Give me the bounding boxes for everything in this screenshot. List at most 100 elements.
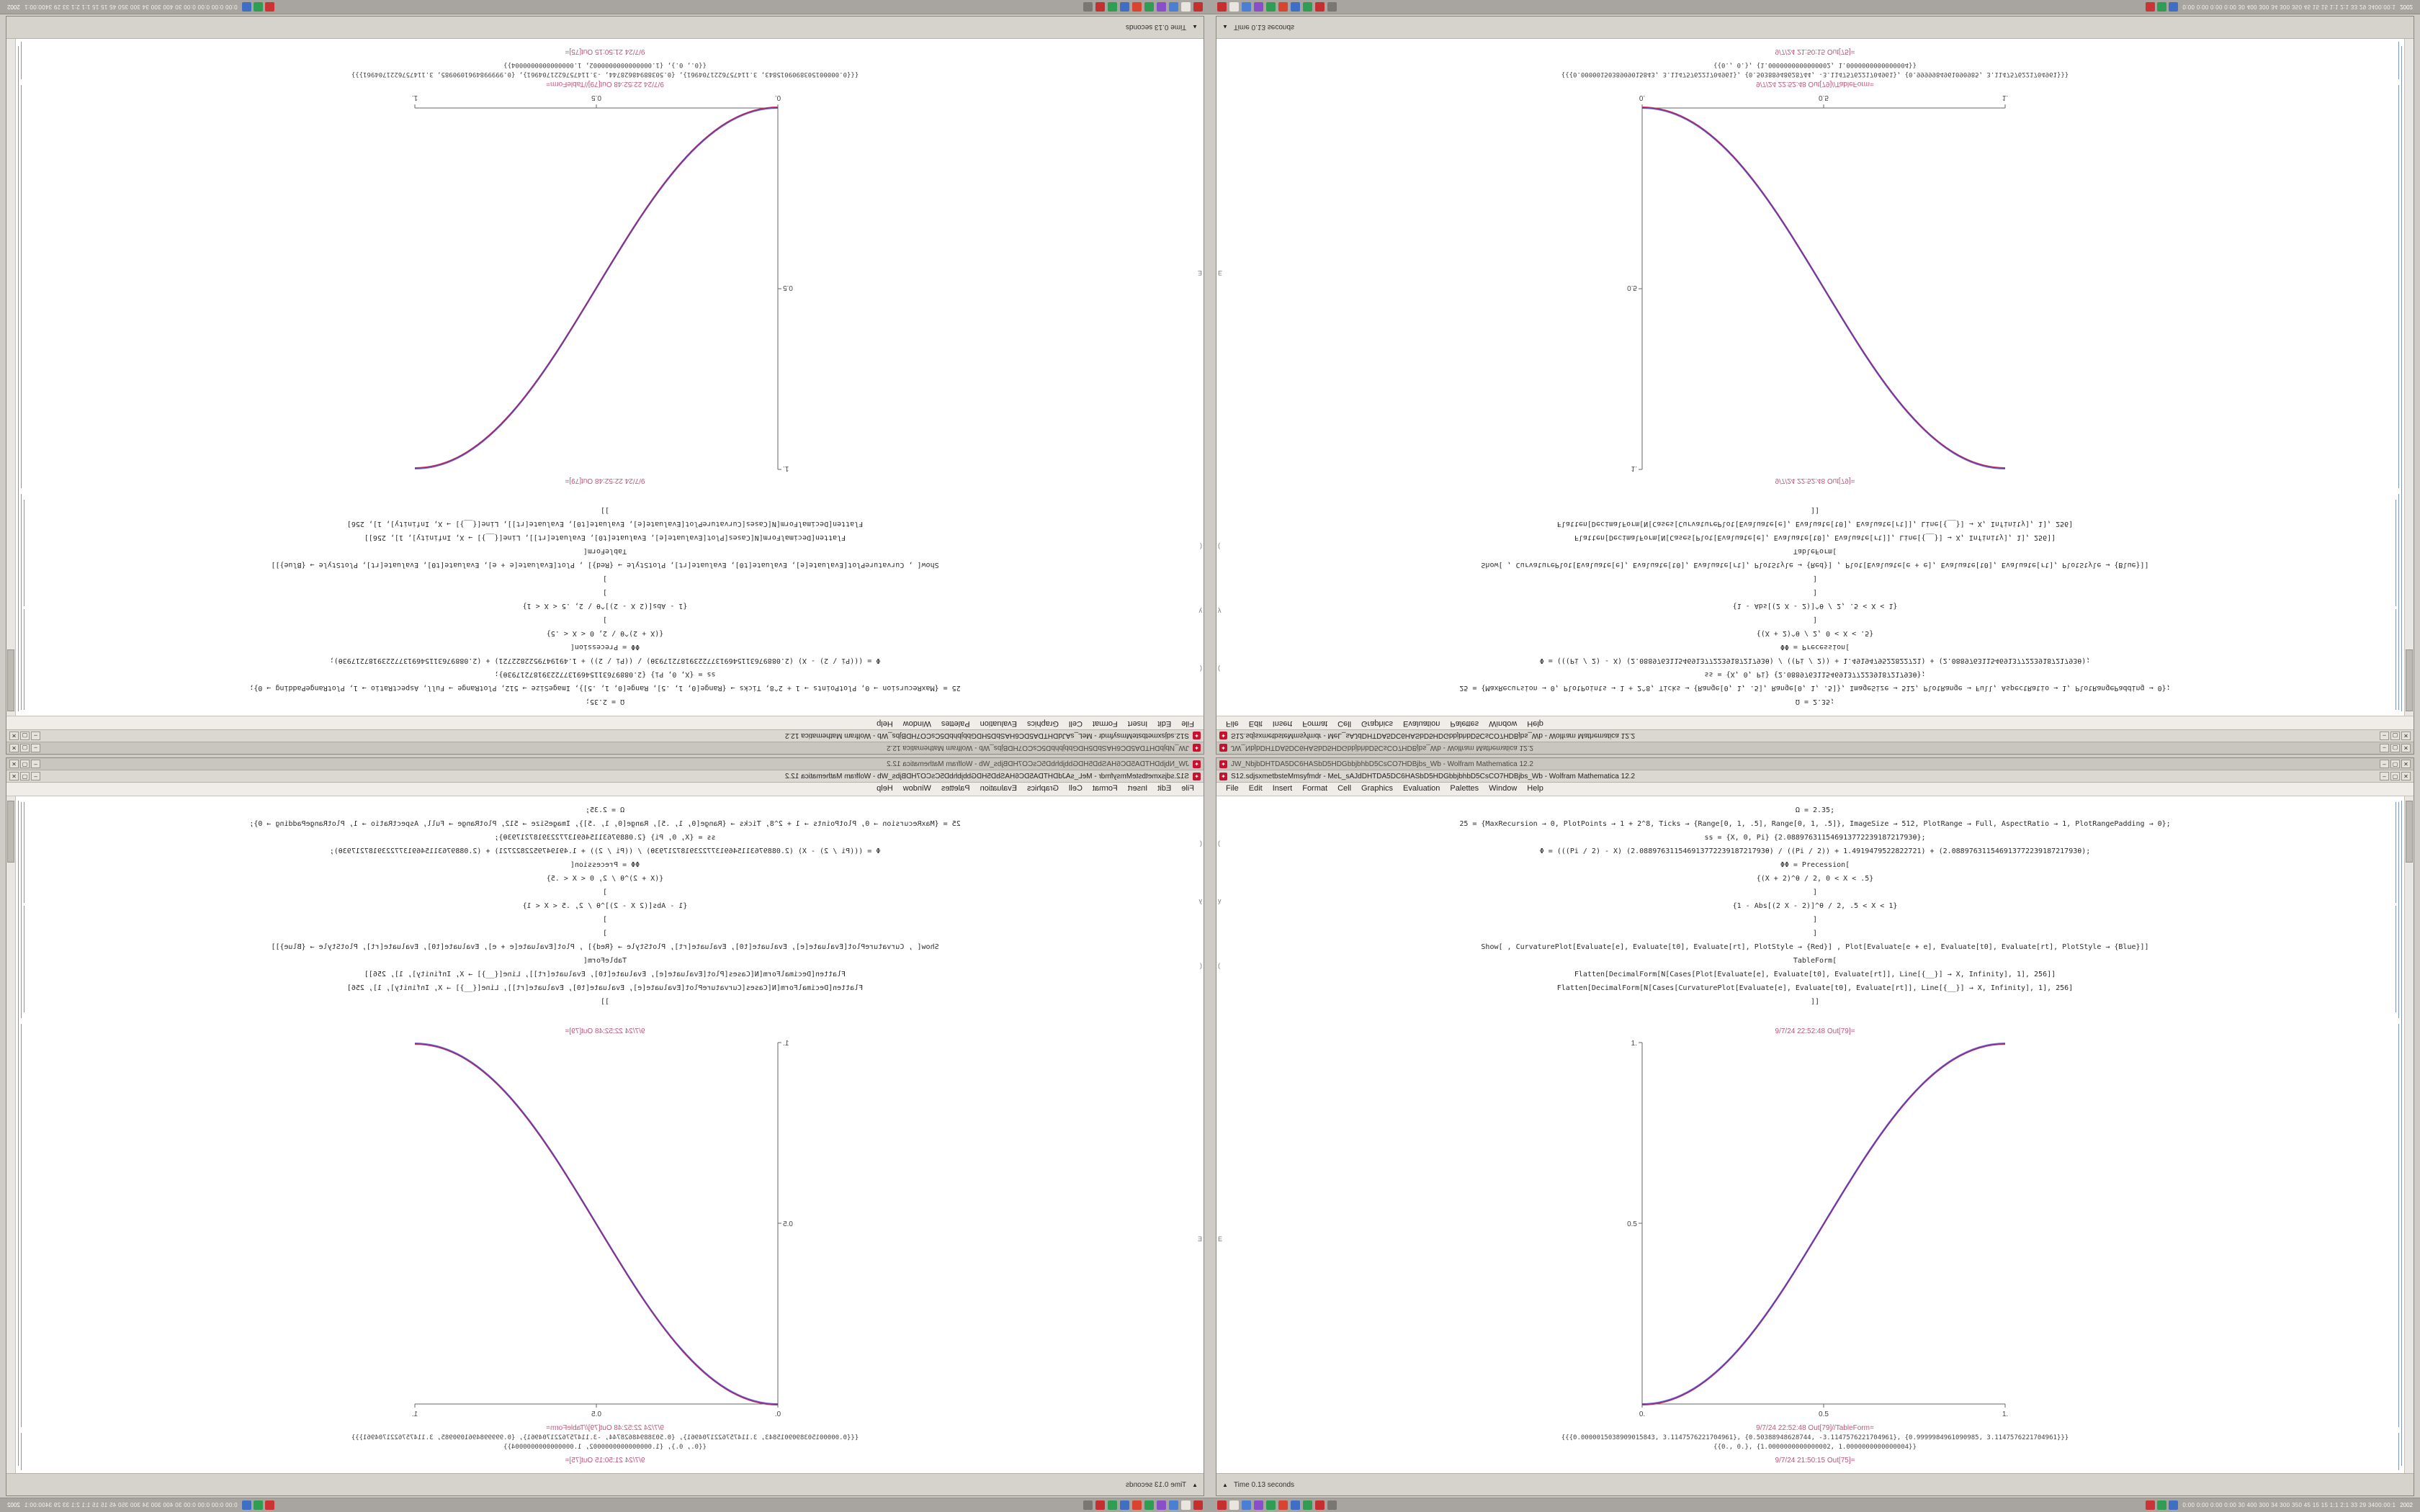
taskbar-app-icon-10[interactable] (1083, 2, 1093, 12)
tray-icon-blue[interactable] (241, 1500, 251, 1510)
code-line[interactable]: ] (602, 930, 608, 937)
menu-item[interactable]: Edit (1157, 719, 1172, 728)
code-cell[interactable]: Ω = 2.35; 25 = {MaxRecursion → 0, PlotPoi… (1459, 503, 2170, 716)
background-window-titlebar[interactable]: ✦ JW_NbjbDHTDA5DC6HASbD5HDGbbjbhbD5CsCO7… (1216, 742, 2414, 754)
window-titlebar[interactable]: ✦ S12.sdjsxmetbsteMmsyfmdr - MeL_sAJdDHT… (1216, 729, 2414, 742)
code-cell[interactable]: Ω = 2.35; 25 = {MaxRecursion → 0, PlotPoi… (1459, 796, 2170, 1009)
menu-item[interactable]: Palettes (1450, 719, 1479, 728)
tray-icon-green[interactable] (253, 2, 263, 12)
code-line[interactable]: ] (602, 888, 608, 896)
minimize-button[interactable]: – (2380, 744, 2389, 752)
menu-item[interactable]: Window (902, 719, 931, 728)
code-line[interactable]: ΦΦ = Precession[ (1780, 861, 1850, 869)
tray-icon-red[interactable] (264, 2, 274, 12)
code-line[interactable]: ss = {X, 0, Pi} {2.088976311546913772239… (1704, 834, 1926, 842)
menu-item[interactable]: Cell (1337, 719, 1352, 728)
menu-item[interactable]: Evaluation (980, 719, 1017, 728)
notebook-content[interactable]: (y (E Ω = 2.35; 25 = {MaxRecursion → 0, Pl… (1216, 796, 2414, 1473)
code-line[interactable]: TableForm[ (583, 547, 627, 555)
window-titlebar[interactable]: ✦ S12.sdjsxmetbsteMmsyfmdr - MeL_sAJdDHT… (6, 729, 1204, 742)
code-line[interactable]: TableForm[ (1793, 957, 1837, 965)
taskbar-app-icon-5[interactable] (1266, 2, 1276, 12)
close-button[interactable]: ✕ (9, 744, 19, 752)
code-line[interactable]: {1 - Abs[(2 X - 2)]^θ / 2, .5 < X < 1} (522, 602, 688, 610)
code-line[interactable]: Flatten[DecimalForm[N[Cases[Plot[Evaluat… (364, 971, 846, 978)
menu-item[interactable]: Evaluation (1403, 784, 1440, 793)
code-line[interactable]: {(X + 2)^θ / 2, 0 < X < .5} (1756, 629, 1874, 637)
cell-bracket-output[interactable] (2398, 1433, 2399, 1470)
maximize-button[interactable]: ▢ (2390, 772, 2400, 780)
scrollbar-thumb[interactable] (2406, 801, 2413, 863)
taskbar-app-icon-8[interactable] (1303, 2, 1312, 12)
menu-item[interactable]: File (1226, 719, 1239, 728)
cell-bracket-plot[interactable] (21, 85, 22, 488)
cell-bracket-outer[interactable] (18, 46, 19, 711)
code-line[interactable]: Φ = (((Pi / 2) - X) (2.08897631154691377… (329, 847, 881, 855)
menu-item[interactable]: Format (1092, 719, 1118, 728)
code-line[interactable]: ΦΦ = Precession[ (1780, 643, 1850, 651)
code-line[interactable]: Show[ , CurvaturePlot[Evaluate[e], Evalu… (1481, 561, 2149, 569)
code-line[interactable]: Show[ , CurvaturePlot[Evaluate[e], Evalu… (271, 943, 939, 951)
taskbar-app-icon-3[interactable] (1169, 2, 1178, 12)
close-button[interactable]: ✕ (9, 760, 19, 768)
code-line[interactable]: {(X + 2)^θ / 2, 0 < X < .5} (546, 629, 664, 637)
background-window-titlebar[interactable]: ✦ JW_NbjbDHTDA5DC6HASbD5HDGbbjbhbD5CsCO7… (1216, 758, 2414, 770)
minimize-button[interactable]: – (2380, 772, 2389, 780)
menu-item[interactable]: Help (877, 784, 893, 793)
taskbar-app-icon-9[interactable] (1315, 1500, 1325, 1510)
code-line[interactable]: Show[ , CurvaturePlot[Evaluate[e], Evalu… (271, 561, 939, 569)
scrollbar[interactable] (2404, 796, 2414, 1473)
tray-icon-green[interactable] (2157, 2, 2167, 12)
window-titlebar[interactable]: ✦ S12.sdjsxmetbsteMmsyfmdr - MeL_sAJdDHT… (6, 770, 1204, 783)
taskbar-app-icon-8[interactable] (1303, 1500, 1312, 1510)
output-cell[interactable]: {{{0.0000015038909015843, 3.114757622170… (351, 60, 859, 78)
code-line[interactable]: 25 = {MaxRecursion → 0, PlotPoints → 1 +… (249, 684, 961, 692)
menu-item[interactable]: Help (1527, 719, 1543, 728)
taskbar-app-icon-7[interactable] (1120, 1500, 1129, 1510)
taskbar-app-icon-4[interactable] (1157, 1500, 1166, 1510)
taskbar-app-icon-1[interactable] (1217, 2, 1227, 12)
menu-item[interactable]: Cell (1337, 784, 1352, 793)
scrollbar[interactable] (2404, 39, 2414, 716)
output-cell[interactable]: {{{0.0000015038909015843, 3.114757622170… (351, 1434, 859, 1452)
taskbar-app-icon-10[interactable] (1327, 1500, 1337, 1510)
maximize-button[interactable]: ▢ (2390, 744, 2400, 752)
code-line[interactable]: ] (602, 916, 608, 924)
minimize-button[interactable]: – (31, 772, 40, 780)
code-line[interactable]: Flatten[DecimalForm[N[Cases[Plot[Evaluat… (364, 534, 846, 541)
menu-item[interactable]: Graphics (1361, 784, 1394, 793)
tray-icon-red[interactable] (2146, 2, 2156, 12)
tray-icon-green[interactable] (253, 1500, 263, 1510)
taskbar-app-icon-4[interactable] (1157, 2, 1166, 12)
tray-icon-red[interactable] (264, 1500, 274, 1510)
code-line[interactable]: ]] (600, 998, 610, 1006)
maximize-button[interactable]: ▢ (20, 744, 30, 752)
menu-item[interactable]: Help (1527, 784, 1543, 793)
maximize-button[interactable]: ▢ (20, 732, 30, 740)
taskbar-app-icon-10[interactable] (1083, 1500, 1093, 1510)
close-button[interactable]: ✕ (2401, 772, 2411, 780)
code-line[interactable]: TableForm[ (1793, 547, 1837, 555)
code-line[interactable]: Φ = (((Pi / 2) - X) (2.08897631154691377… (329, 657, 881, 665)
tray-icon-blue[interactable] (2169, 2, 2179, 12)
code-line[interactable]: ]] (600, 506, 610, 514)
close-button[interactable]: ✕ (2401, 732, 2411, 740)
taskbar-app-icon-2[interactable] (1229, 1500, 1239, 1510)
menu-item[interactable]: File (1181, 784, 1194, 793)
code-line[interactable]: ] (1812, 916, 1818, 924)
menu-item[interactable]: Cell (1068, 784, 1083, 793)
code-line[interactable]: Ω = 2.35; (585, 806, 625, 814)
taskbar-app-icon-5[interactable] (1144, 2, 1154, 12)
taskbar-app-icon-1[interactable] (1217, 1500, 1227, 1510)
menu-item[interactable]: Palettes (941, 719, 970, 728)
menu-item[interactable]: Window (1489, 784, 1518, 793)
maximize-button[interactable]: ▢ (2390, 760, 2400, 768)
code-line[interactable]: ] (602, 588, 608, 596)
menu-item[interactable]: Edit (1157, 784, 1172, 793)
taskbar-app-icon-4[interactable] (1254, 1500, 1263, 1510)
code-line[interactable]: ] (1812, 616, 1818, 624)
maximize-button[interactable]: ▢ (20, 772, 30, 780)
scrollbar-thumb[interactable] (7, 801, 14, 863)
taskbar-app-icon-3[interactable] (1242, 2, 1251, 12)
cell-bracket-outer[interactable] (18, 801, 19, 1466)
